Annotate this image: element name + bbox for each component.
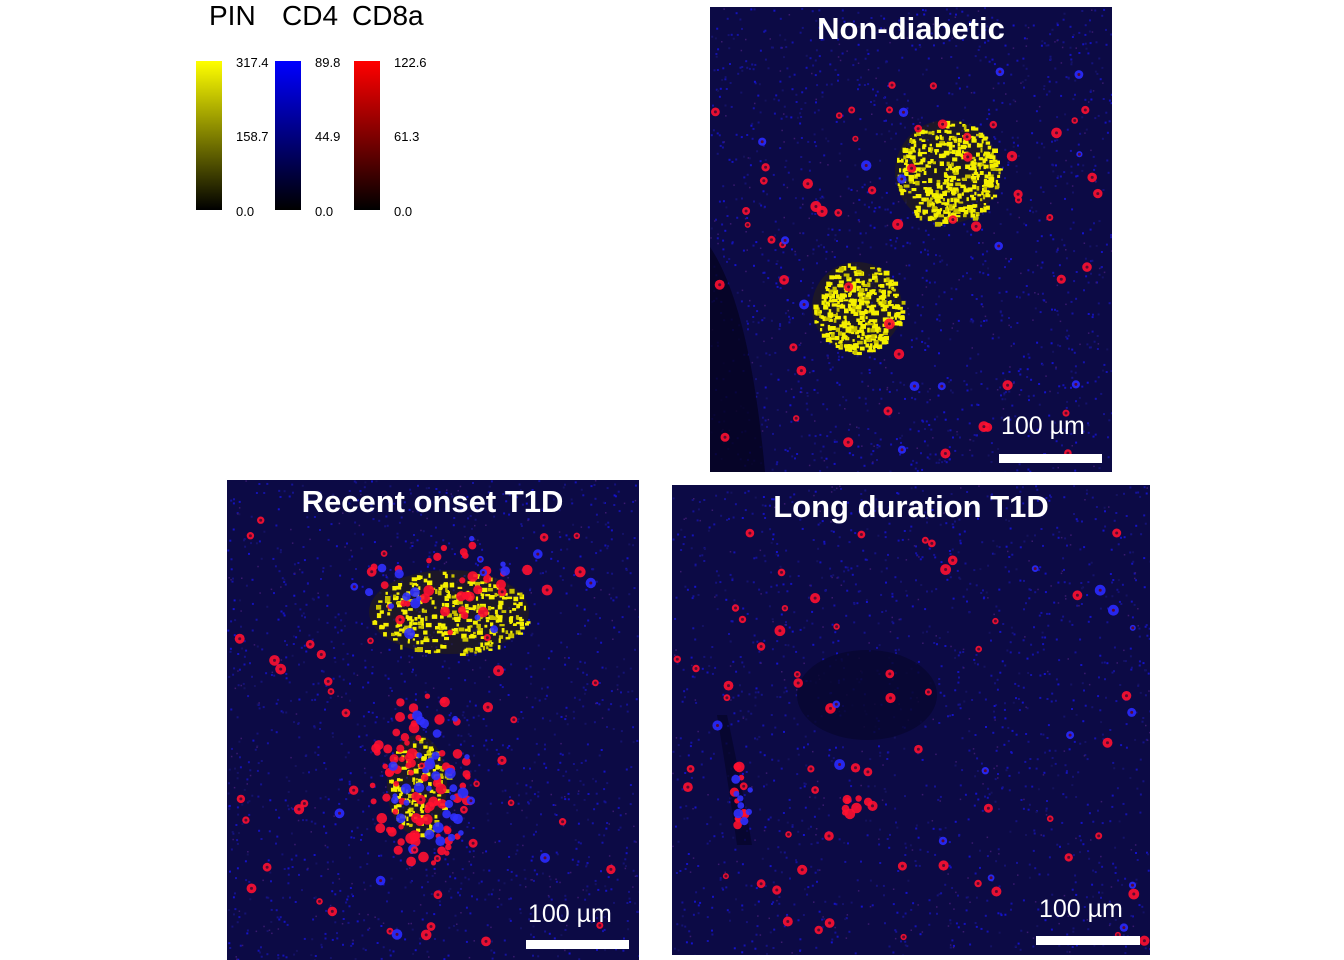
colorbar-cd8a: [354, 61, 380, 210]
panel-title: Non-diabetic: [817, 11, 1005, 46]
panel-recent-onset-t1d: Recent onset T1D 100 µm: [227, 480, 639, 960]
tick-pin-min: 0.0: [236, 204, 255, 219]
tick-cd8a-max: 122.6: [394, 55, 427, 70]
tick-cd4-max: 89.8: [315, 55, 341, 70]
scalebar: [999, 454, 1102, 463]
panel-non-diabetic: Non-diabetic 100 µm: [710, 7, 1112, 472]
tissue-image-non-diabetic: [710, 7, 1112, 472]
tick-cd8a-min: 0.0: [394, 204, 413, 219]
scalebar-label: 100 µm: [1001, 412, 1085, 440]
panel-title: Long duration T1D: [773, 489, 1049, 524]
legend-title-cd4: CD4: [282, 0, 339, 31]
tick-pin-mid: 158.7: [236, 129, 269, 144]
colorbar-cd4: [275, 61, 301, 210]
scalebar: [1036, 936, 1140, 945]
tick-cd4-mid: 44.9: [315, 129, 341, 144]
tick-cd4-min: 0.0: [315, 204, 334, 219]
legend-title-pin: PIN: [209, 0, 256, 31]
scalebar: [526, 940, 629, 949]
tissue-image-recent-onset: [227, 480, 639, 960]
legend-title-cd8a: CD8a: [352, 0, 424, 31]
tick-pin-max: 317.4: [236, 55, 269, 70]
scalebar-label: 100 µm: [1039, 895, 1123, 923]
scalebar-label: 100 µm: [528, 900, 612, 928]
panel-long-duration-t1d: Long duration T1D 100 µm: [672, 485, 1150, 955]
tissue-image-long-duration: [672, 485, 1150, 955]
tick-cd8a-mid: 61.3: [394, 129, 420, 144]
colorbar-pin: [196, 61, 222, 210]
panel-title: Recent onset T1D: [301, 484, 564, 519]
